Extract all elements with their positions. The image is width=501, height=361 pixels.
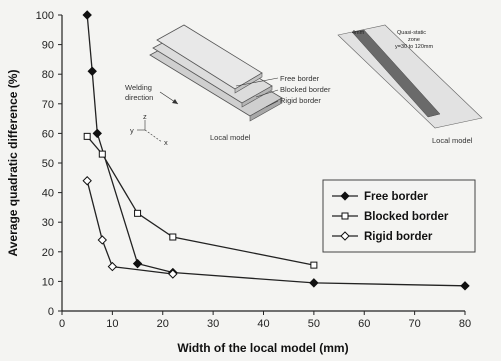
leader-blocked-border [255, 89, 279, 98]
legend: Free border Blocked border Rigid border [322, 179, 476, 253]
data-point-rigid-border [82, 176, 92, 186]
legend-marker-free-border [340, 191, 350, 201]
zone-label-3: y=30 to 120mm [395, 44, 433, 50]
inset-label-welding-1: Welding [125, 83, 152, 92]
legend-label-free-border: Free border [364, 191, 428, 203]
inset-label-blocked-border: Blocked border [280, 85, 331, 94]
x-tick-label: 30 [207, 318, 219, 330]
x-ticks: 0 10 20 30 40 50 60 70 80 [59, 311, 471, 330]
data-point-free-border [87, 66, 97, 76]
data-point-free-border [309, 278, 319, 288]
series-layer [82, 10, 470, 291]
y-tick-label: 20 [42, 247, 54, 259]
legend-item-rigid-border: Rigid border [332, 231, 433, 243]
legend-label-rigid-border: Rigid border [364, 231, 433, 243]
x-tick-label: 80 [459, 318, 471, 330]
data-point-rigid-border [107, 261, 118, 272]
series-line-blocked-border [86, 135, 315, 266]
axis-label-z: z [143, 112, 147, 121]
x-axis-title: Width of the local model (mm) [177, 341, 348, 355]
y-ticks: 0 10 20 30 40 50 60 70 80 90 100 [36, 10, 62, 318]
inset-label-local-model-right: Local model [432, 136, 473, 145]
axis-label-x: x [164, 138, 168, 147]
y-tick-label: 90 [42, 40, 54, 52]
zone-label-2: zone [408, 37, 420, 43]
y-tick-label: 40 [42, 188, 54, 200]
x-tick-label: 70 [409, 318, 421, 330]
y-tick-label: 0 [48, 306, 54, 318]
x-tick-label: 10 [106, 318, 118, 330]
inset-label-rigid-border: Rigid border [280, 96, 321, 105]
series-blocked-border [83, 132, 318, 269]
y-tick-label: 70 [42, 99, 54, 111]
inset-quasi-static-zone: 4mm Quasi-static zone y=30 to 120mm Loca… [337, 24, 483, 145]
y-tick-label: 10 [42, 276, 54, 288]
width-label: 4mm [352, 30, 365, 36]
series-line-rigid-border [86, 180, 173, 275]
series-free-border [82, 10, 470, 291]
data-point-rigid-border [168, 269, 178, 279]
x-tick-label: 40 [257, 318, 269, 330]
y-axis-title: Average quadratic difference (%) [6, 70, 20, 257]
welding-arrow-head [172, 99, 178, 104]
data-point-blocked-border [310, 261, 318, 269]
legend-label-blocked-border: Blocked border [364, 211, 449, 223]
data-point-blocked-border [169, 233, 177, 241]
inset-label-free-border: Free border [280, 74, 320, 83]
legend-item-free-border: Free border [332, 191, 428, 203]
legend-marker-rigid-border [340, 231, 350, 241]
data-point-rigid-border [97, 235, 108, 245]
x-tick-label: 60 [358, 318, 370, 330]
x-tick-label: 50 [308, 318, 320, 330]
y-tick-label: 60 [42, 128, 54, 140]
y-tick-label: 30 [42, 217, 54, 229]
data-point-free-border [82, 10, 92, 20]
plate-free-border [156, 24, 263, 94]
y-tick-label: 100 [36, 10, 54, 22]
coordinate-axes-icon [137, 120, 163, 143]
y-tick-label: 80 [42, 69, 54, 81]
zone-label-1: Quasi-static [397, 30, 426, 36]
quasi-static-band [351, 29, 441, 118]
series-rigid-border [82, 176, 178, 279]
leader-free-border [235, 77, 279, 87]
leader-rigid-border [265, 100, 279, 108]
data-point-free-border [92, 128, 102, 139]
y-tick-label: 50 [42, 158, 54, 170]
data-point-free-border [132, 258, 143, 269]
x-tick-label: 20 [157, 318, 169, 330]
legend-marker-blocked-border [341, 212, 349, 220]
data-point-free-border [460, 281, 470, 291]
inset-local-model-schematic: Free border Blocked border Rigid border … [125, 24, 331, 147]
data-point-blocked-border [98, 150, 106, 158]
inset-label-welding-2: direction [125, 93, 153, 102]
data-point-blocked-border [83, 132, 91, 140]
x-tick-label: 0 [59, 318, 65, 330]
legend-item-blocked-border: Blocked border [332, 211, 449, 223]
inset-label-local-model: Local model [210, 133, 251, 142]
axis-label-y: y [130, 126, 134, 135]
data-point-blocked-border [134, 209, 142, 217]
